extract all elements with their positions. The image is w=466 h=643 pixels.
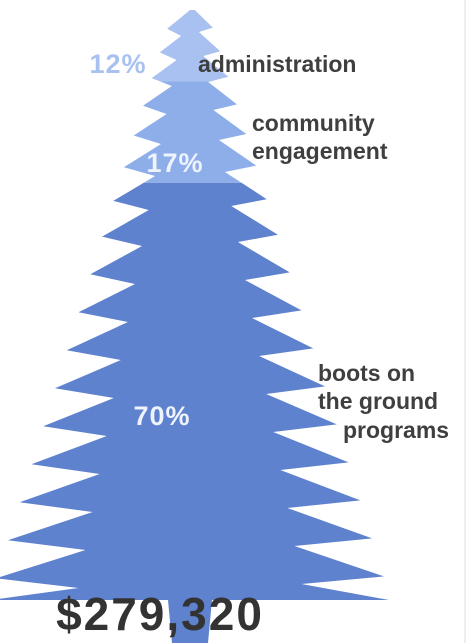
category-label: the ground bbox=[318, 388, 438, 414]
value-label: 12% bbox=[89, 49, 146, 79]
category-label: engagement bbox=[252, 138, 388, 164]
tree bbox=[0, 10, 389, 643]
category-label: administration bbox=[198, 51, 356, 77]
category-label: programs bbox=[343, 417, 449, 443]
value-label: 17% bbox=[146, 148, 203, 178]
value-label: 70% bbox=[133, 401, 190, 431]
tree-segment bbox=[0, 81, 389, 183]
total-label: $279,320 bbox=[56, 588, 264, 640]
category-label: boots on bbox=[318, 360, 415, 386]
category-label: community bbox=[252, 110, 375, 136]
